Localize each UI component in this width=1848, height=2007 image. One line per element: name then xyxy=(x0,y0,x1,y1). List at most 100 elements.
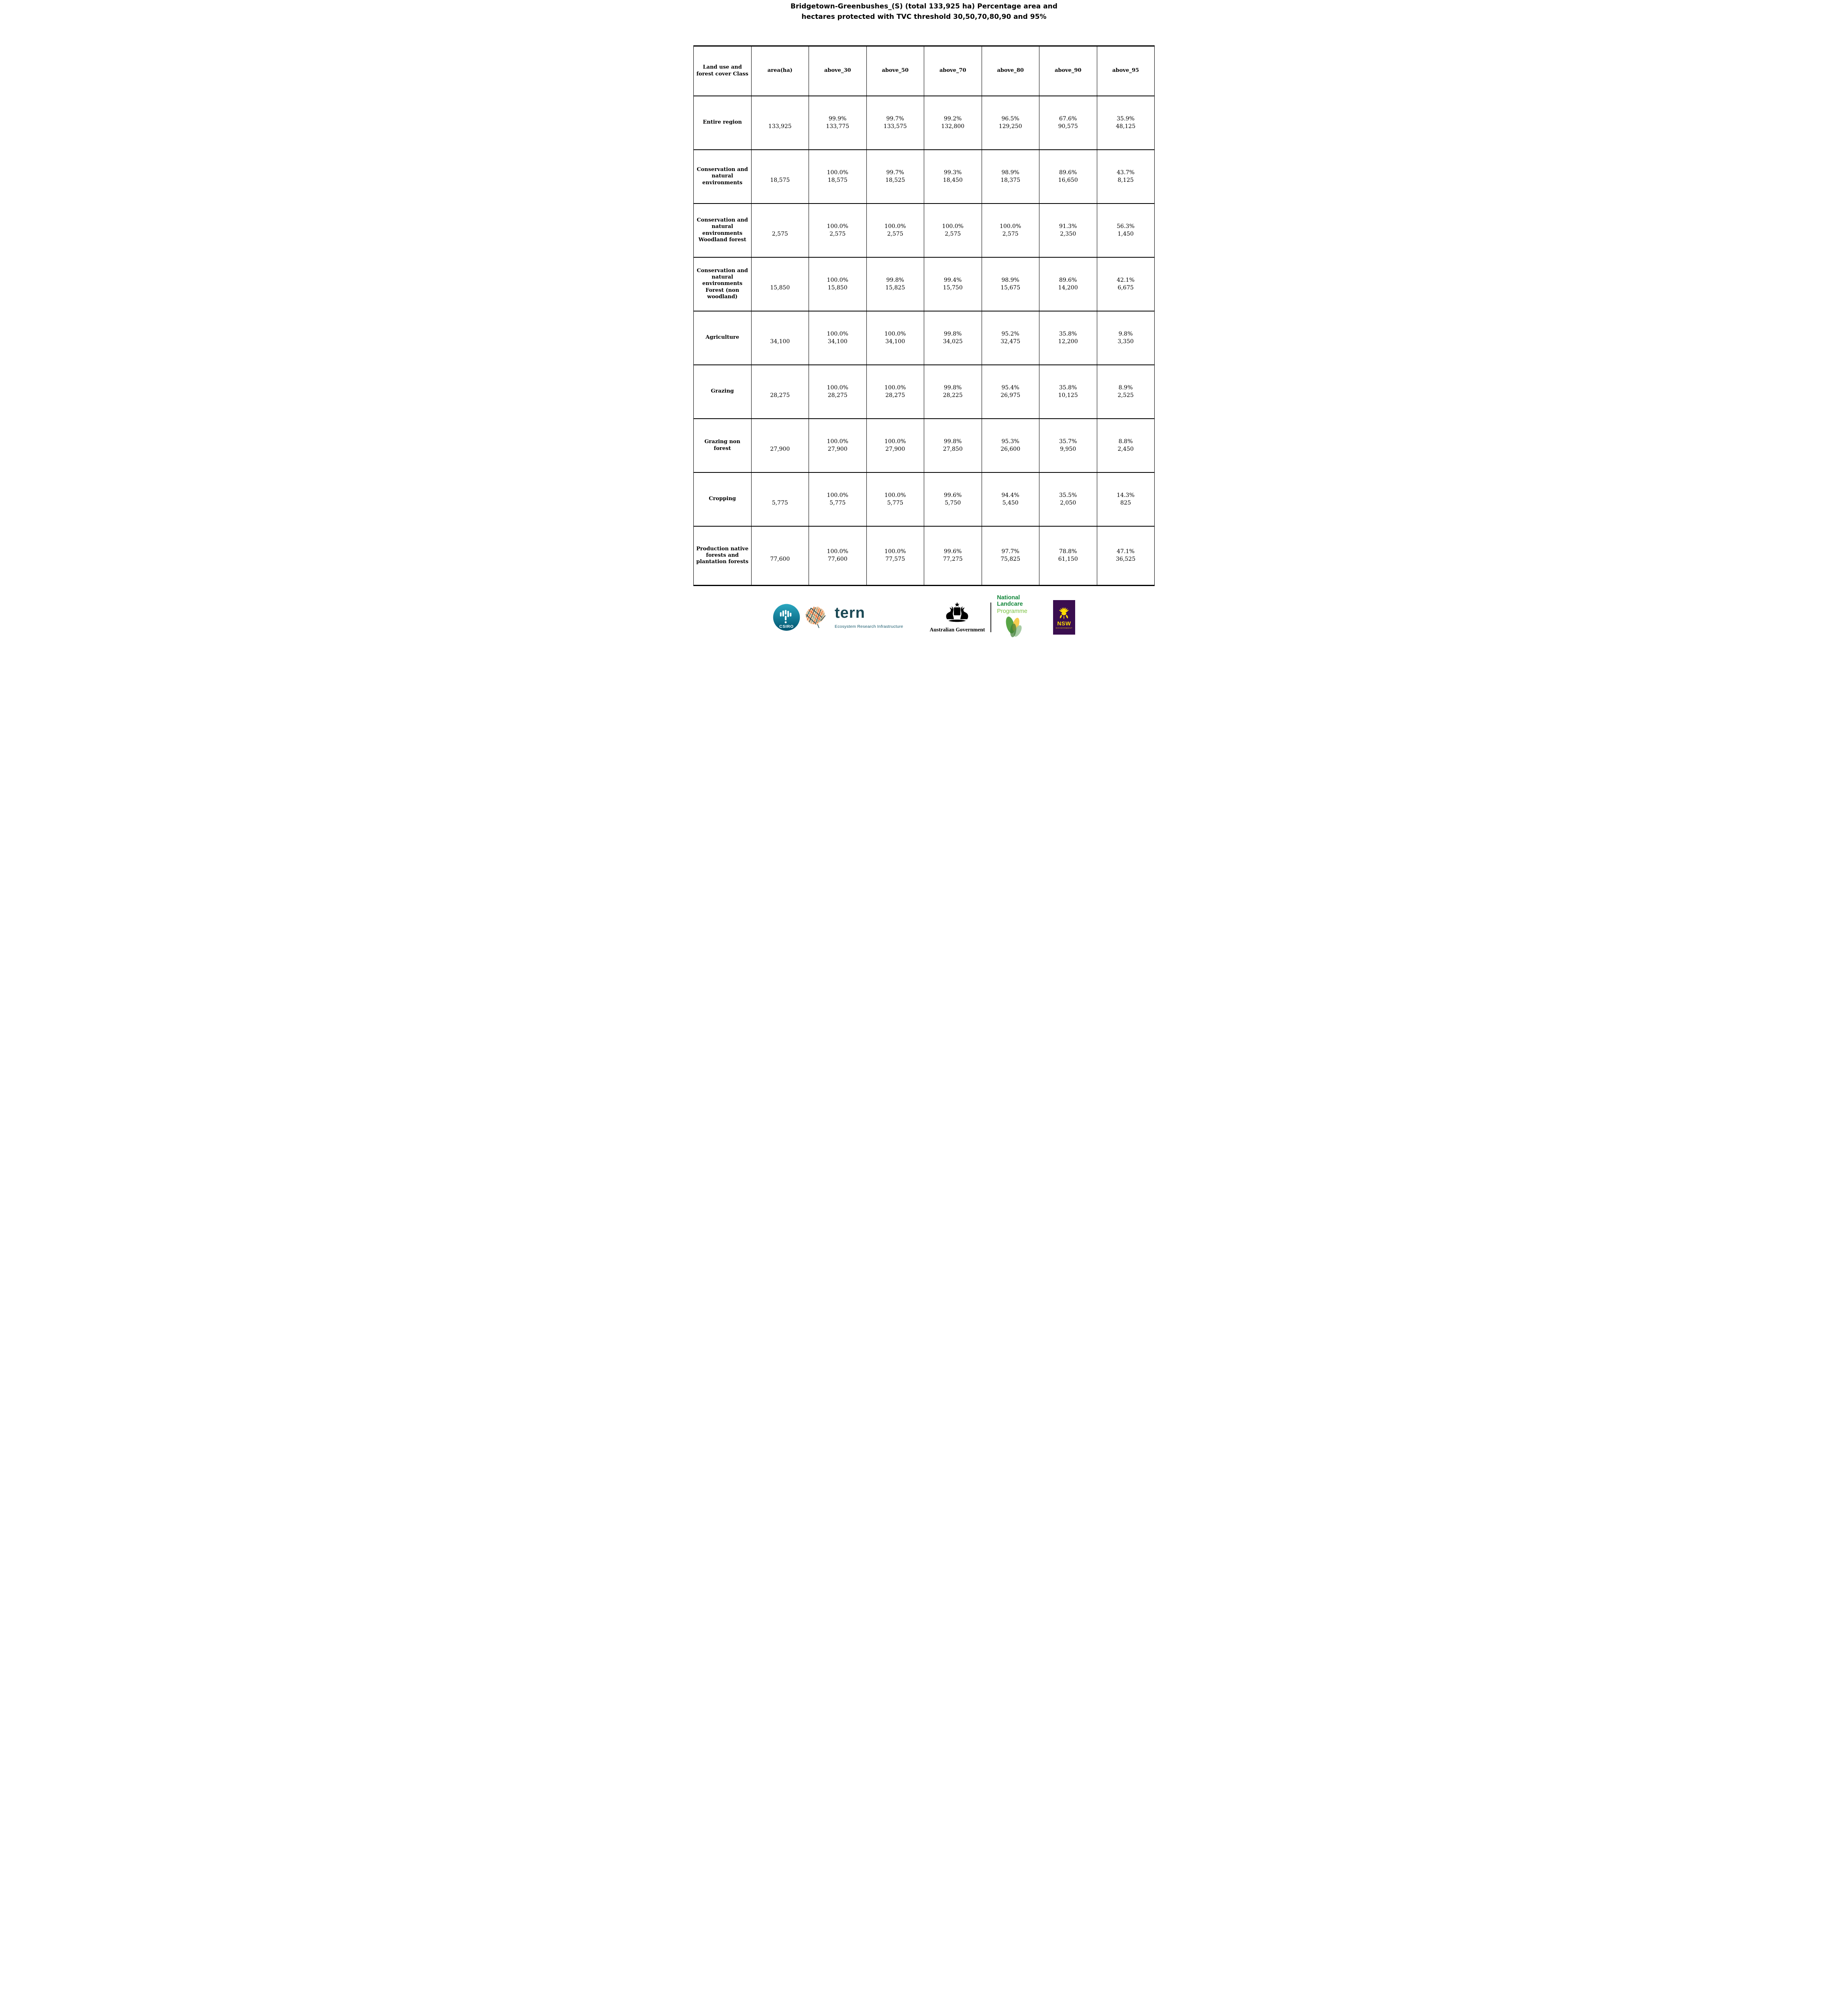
hectares-value: 15,675 xyxy=(1000,284,1021,291)
row-label: Cropping xyxy=(693,472,752,526)
row-label: Agriculture xyxy=(693,311,752,365)
percent-value: 95.2% xyxy=(1001,330,1019,337)
percent-value: 99.2% xyxy=(944,115,962,122)
data-cell: 78.8% 61,150 xyxy=(1039,526,1097,586)
area-cell: 28,275 xyxy=(751,364,809,419)
report-page: Bridgetown-Greenbushes_(S) (total 133,92… xyxy=(693,0,1155,637)
table-row: Grazing non forest 27,900 100.0% 27,900 100.… xyxy=(693,418,1155,472)
nsw-government-logo: NSW GOVERNMENT xyxy=(1053,600,1075,635)
data-cell: 8.8% 2,450 xyxy=(1096,418,1155,472)
hectares-value: 34,100 xyxy=(885,338,905,345)
table-row: Production native forests and plantation… xyxy=(693,526,1155,586)
page-title: Bridgetown-Greenbushes_(S) (total 133,92… xyxy=(791,2,1057,21)
data-cell: 43.7% 8,125 xyxy=(1096,149,1155,204)
area-value: 28,275 xyxy=(770,392,790,399)
data-cell: 100.0% 34,100 xyxy=(866,311,924,365)
row-label: Production native forests and plantation… xyxy=(693,526,752,586)
row-label: Grazing non forest xyxy=(693,418,752,472)
area-cell: 77,600 xyxy=(751,526,809,586)
column-header-above90: above_90 xyxy=(1039,46,1097,96)
landcare-label-landcare: Landcare xyxy=(997,600,1023,607)
area-value: 34,100 xyxy=(770,338,790,345)
hectares-value: 2,575 xyxy=(829,230,846,237)
pct-spacer xyxy=(754,223,807,230)
area-value: 15,850 xyxy=(770,284,790,291)
tern-subtitle: Ecosystem Research Infrastructure xyxy=(835,624,903,629)
hectares-value: 48,125 xyxy=(1116,123,1136,130)
hectares-value: 77,575 xyxy=(885,556,905,563)
percent-value: 100.0% xyxy=(884,384,906,391)
hectares-value: 18,525 xyxy=(885,177,905,183)
area-cell: 34,100 xyxy=(751,311,809,365)
percent-value: 100.0% xyxy=(884,330,906,337)
percent-value: 89.6% xyxy=(1059,277,1077,283)
area-cell: 2,575 xyxy=(751,203,809,257)
footer-logos: CSIRO tern xyxy=(693,594,1155,640)
hectares-value: 132,800 xyxy=(941,123,965,130)
data-cell: 35.5% 2,050 xyxy=(1039,472,1097,526)
percent-value: 98.9% xyxy=(1001,169,1019,176)
area-value: 2,575 xyxy=(772,230,788,237)
percent-value: 89.6% xyxy=(1059,169,1077,176)
data-cell: 99.8% 28,225 xyxy=(924,364,982,419)
data-cell: 99.8% 34,025 xyxy=(924,311,982,365)
hectares-value: 129,250 xyxy=(998,123,1022,130)
data-cell: 95.3% 26,600 xyxy=(981,418,1039,472)
percent-value: 96.5% xyxy=(1001,115,1019,122)
data-cell: 97.7% 75,825 xyxy=(981,526,1039,586)
data-cell: 99.2% 132,800 xyxy=(924,96,982,150)
hectares-value: 36,525 xyxy=(1116,556,1136,563)
data-cell: 35.8% 10,125 xyxy=(1039,364,1097,419)
percent-value: 100.0% xyxy=(827,548,848,555)
pct-spacer xyxy=(754,438,807,446)
data-cell: 95.4% 26,975 xyxy=(981,364,1039,419)
pct-spacer xyxy=(754,330,807,338)
percent-value: 99.8% xyxy=(944,384,962,391)
percent-value: 14.3% xyxy=(1117,492,1135,499)
data-cell: 100.0% 77,575 xyxy=(866,526,924,586)
percent-value: 99.7% xyxy=(886,169,904,176)
hectares-value: 27,900 xyxy=(827,446,848,452)
percent-value: 97.7% xyxy=(1001,548,1019,555)
hectares-value: 16,650 xyxy=(1058,177,1078,183)
data-cell: 98.9% 18,375 xyxy=(981,149,1039,204)
data-cell: 100.0% 28,275 xyxy=(809,364,867,419)
hectares-value: 5,775 xyxy=(829,499,846,506)
header-row: Land use and forest cover Class area(ha)… xyxy=(693,46,1155,96)
area-cell: 5,775 xyxy=(751,472,809,526)
percent-value: 78.8% xyxy=(1059,548,1077,555)
table-row: Agriculture 34,100 100.0% 34,100 100.0% 34,10… xyxy=(693,311,1155,365)
percent-value: 47.1% xyxy=(1117,548,1135,555)
percent-value: 100.0% xyxy=(884,492,906,499)
hectares-value: 5,750 xyxy=(945,499,961,506)
data-cell: 35.9% 48,125 xyxy=(1096,96,1155,150)
percent-value: 100.0% xyxy=(827,223,848,230)
hectares-value: 77,275 xyxy=(943,556,963,563)
data-cell: 95.2% 32,475 xyxy=(981,311,1039,365)
percent-value: 94.4% xyxy=(1001,492,1019,499)
data-cell: 9.8% 3,350 xyxy=(1096,311,1155,365)
area-cell: 27,900 xyxy=(751,418,809,472)
row-label: Conservation and natural environments Wo… xyxy=(693,203,752,257)
hectares-value: 2,050 xyxy=(1060,499,1076,506)
data-cell: 89.6% 14,200 xyxy=(1039,257,1097,311)
hectares-value: 5,775 xyxy=(887,499,903,506)
data-cell: 42.1% 6,675 xyxy=(1096,257,1155,311)
hectares-value: 18,575 xyxy=(827,177,848,183)
percent-value: 8.8% xyxy=(1118,438,1133,445)
column-header-above95: above_95 xyxy=(1096,46,1155,96)
data-cell: 56.3% 1,450 xyxy=(1096,203,1155,257)
table-row: Conservation and natural environments 18,… xyxy=(693,149,1155,204)
percent-value: 91.3% xyxy=(1059,223,1077,230)
hectares-value: 2,575 xyxy=(1002,230,1019,237)
percent-value: 99.7% xyxy=(886,115,904,122)
data-cell: 35.7% 9,950 xyxy=(1039,418,1097,472)
data-cell: 100.0% 27,900 xyxy=(866,418,924,472)
hectares-value: 75,825 xyxy=(1000,556,1021,563)
hectares-value: 61,150 xyxy=(1058,556,1078,563)
data-cell: 94.4% 5,450 xyxy=(981,472,1039,526)
table-row: Conservation and natural environments Wo… xyxy=(693,203,1155,257)
hectares-value: 8,125 xyxy=(1117,177,1134,183)
tern-wordmark: tern xyxy=(835,604,865,621)
percent-value: 99.8% xyxy=(886,277,904,283)
